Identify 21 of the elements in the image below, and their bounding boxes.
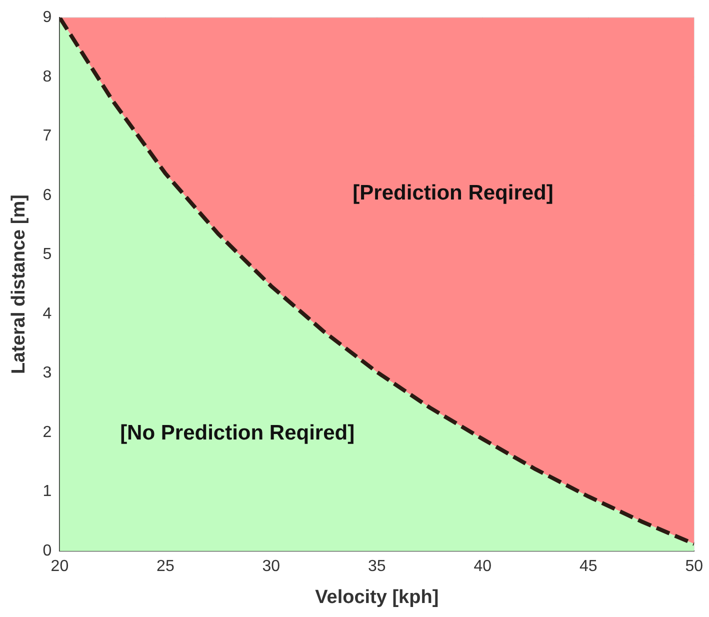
- x-tick-label: 40: [474, 558, 492, 576]
- x-tick-label: 20: [50, 558, 69, 576]
- y-tick-label: 7: [42, 128, 52, 145]
- annotation: [No Prediction Reqired]: [120, 421, 355, 444]
- y-tick-label: 2: [42, 424, 52, 441]
- y-tick-label: 9: [42, 9, 52, 26]
- y-tick-label: 6: [42, 186, 52, 204]
- y-tick-label: 8: [42, 68, 52, 86]
- x-tick-label: 35: [368, 558, 386, 576]
- x-tick-label: 50: [685, 558, 704, 576]
- x-axis-title: Velocity [kph]: [315, 586, 439, 608]
- annotation: [Prediction Reqired]: [352, 181, 554, 204]
- y-tick-label: 3: [42, 364, 52, 382]
- x-tick-label: 45: [579, 558, 598, 576]
- x-tick-label: 25: [156, 558, 174, 576]
- y-axis-title: Lateral distance [m]: [8, 194, 30, 374]
- x-tick-label: 30: [262, 558, 280, 576]
- y-tick-label: 4: [42, 305, 52, 322]
- y-tick-label: 0: [42, 542, 52, 560]
- y-tick-label: 1: [42, 483, 52, 500]
- y-tick-label: 5: [42, 246, 52, 264]
